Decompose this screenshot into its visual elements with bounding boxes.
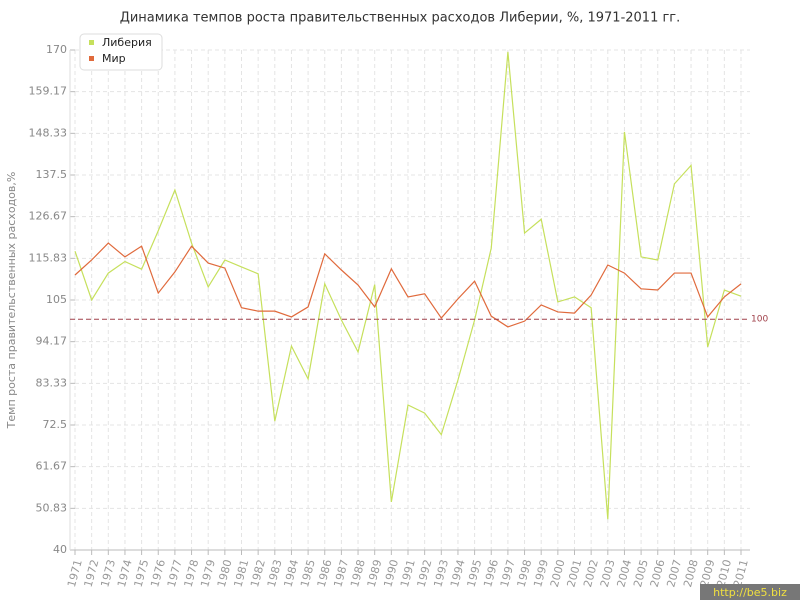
y-tick-label: 83.33 [36, 376, 68, 389]
line-series [74, 242, 742, 328]
y-tick-label: 40 [53, 543, 67, 556]
watermark-box [700, 584, 800, 600]
y-tick-label: 94.17 [36, 335, 68, 348]
reference-label: 100 [751, 315, 768, 325]
line-series [74, 51, 742, 520]
y-tick-label: 159.17 [29, 85, 68, 98]
y-tick-label: 50.83 [36, 501, 68, 514]
y-tick-label: 170 [46, 43, 67, 56]
watermark: http://be5.biz [713, 586, 787, 599]
legend-label: Мир [102, 52, 126, 65]
chart-title: Динамика темпов роста правительственных … [120, 11, 681, 26]
legend-swatch [89, 40, 94, 45]
y-axis-label: Темп роста правительственных расходов,% [5, 172, 18, 430]
y-tick-label: 137.5 [36, 168, 68, 181]
legend-box [79, 33, 163, 71]
y-tick-label: 115.83 [29, 251, 68, 264]
y-tick-label: 61.67 [36, 460, 68, 473]
y-tick-label: 72.5 [43, 418, 68, 431]
legend-swatch [89, 56, 94, 61]
y-tick-label: 105 [46, 293, 67, 306]
y-tick-label: 126.67 [29, 210, 68, 223]
y-tick-label: 148.33 [29, 126, 68, 139]
legend-label: Либерия [102, 36, 152, 49]
